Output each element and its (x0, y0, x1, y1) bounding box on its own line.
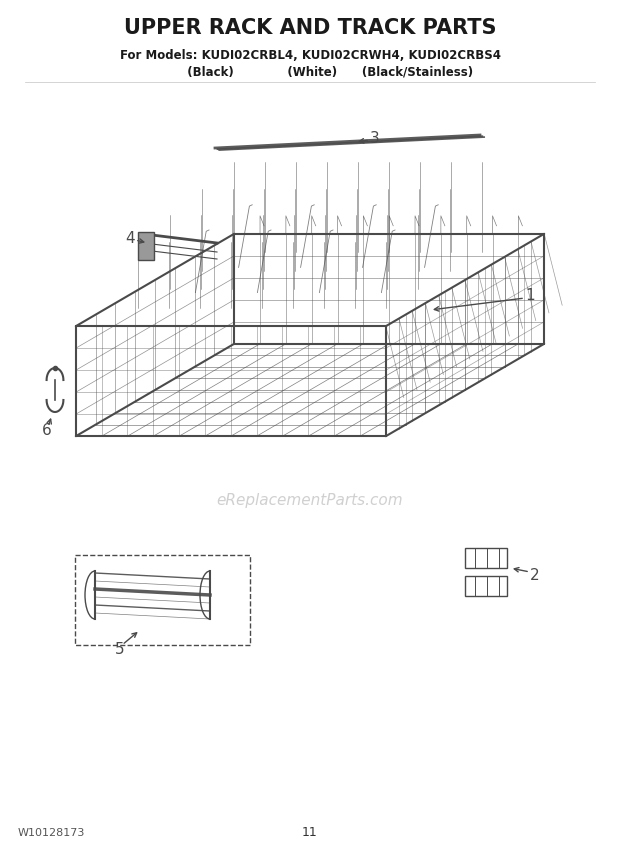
Text: 5: 5 (115, 643, 125, 657)
Text: 4: 4 (125, 230, 135, 246)
Text: For Models: KUDI02CRBL4, KUDI02CRWH4, KUDI02CRBS4: For Models: KUDI02CRBL4, KUDI02CRWH4, KU… (120, 49, 500, 62)
Text: 2: 2 (530, 568, 540, 582)
Text: 11: 11 (302, 827, 318, 840)
Bar (138, 232, 154, 260)
Bar (75, 555, 250, 645)
Text: 3: 3 (370, 130, 380, 146)
Text: 1: 1 (525, 288, 535, 302)
Bar (465, 548, 507, 568)
Text: (Black)             (White)      (Black/Stainless): (Black) (White) (Black/Stainless) (146, 66, 474, 79)
Text: 6: 6 (42, 423, 52, 437)
Text: eReplacementParts.com: eReplacementParts.com (216, 492, 404, 508)
Text: UPPER RACK AND TRACK PARTS: UPPER RACK AND TRACK PARTS (124, 18, 496, 38)
Text: W10128173: W10128173 (18, 828, 86, 838)
Bar (465, 576, 507, 596)
